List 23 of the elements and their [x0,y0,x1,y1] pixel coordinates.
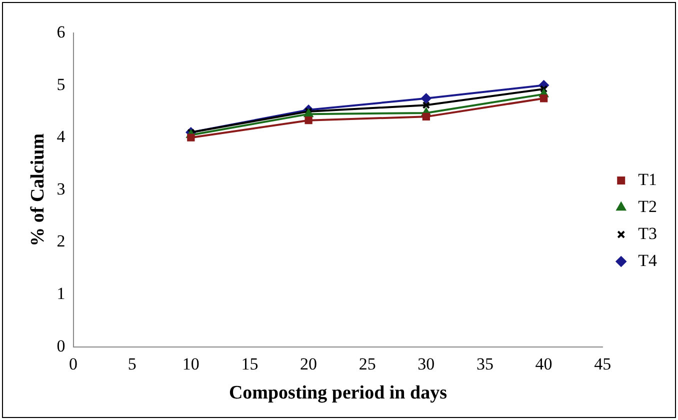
x-tick-label: 40 [535,354,552,374]
y-tick-label: 3 [56,179,66,198]
x-tick-label: 20 [300,354,318,374]
y-tick-label: 0 [56,336,66,356]
y-tick-label: 1 [56,284,66,303]
legend-label: T3 [638,224,658,243]
legend-label: T2 [638,196,658,216]
y-tick-label: 2 [56,232,66,251]
x-tick-label: 25 [358,354,376,374]
legend-label: T4 [638,250,658,270]
y-tick-label: 5 [56,74,66,94]
x-tick-label: 15 [241,354,258,374]
x-tick-label: 10 [182,354,200,374]
y-axis-title: % of Calcium [27,133,48,246]
x-tick-label: 5 [128,354,136,374]
y-tick-label: 6 [56,22,66,42]
x-tick-label: 45 [594,354,612,374]
x-tick-label: 30 [418,354,435,374]
legend-label: T1 [638,170,658,189]
x-tick-label: 0 [69,354,78,374]
x-tick-label: 35 [476,354,494,374]
x-axis-title: Composting period in days [228,382,447,404]
y-tick-label: 4 [56,127,66,146]
